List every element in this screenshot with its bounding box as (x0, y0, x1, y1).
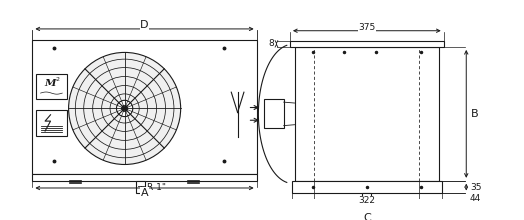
Text: 8: 8 (268, 39, 274, 48)
Text: 44: 44 (470, 194, 481, 203)
Text: 375: 375 (358, 23, 376, 32)
Bar (32, 174, 257, 181)
Bar (36, 74, 67, 99)
Text: M: M (45, 79, 56, 88)
Text: 322: 322 (358, 196, 375, 205)
Text: B: B (471, 109, 478, 119)
Circle shape (116, 100, 133, 117)
Bar (294, 47, 439, 181)
Text: A: A (141, 187, 148, 198)
Text: R 1": R 1" (147, 183, 166, 192)
Circle shape (69, 52, 181, 165)
Bar (32, 40, 257, 174)
Bar (290, 41, 444, 47)
Text: 2: 2 (56, 77, 60, 82)
Bar (362, 193, 372, 204)
Text: D: D (140, 20, 149, 30)
Bar (136, 181, 146, 193)
Text: 35: 35 (470, 183, 482, 192)
Bar (292, 181, 442, 193)
Circle shape (122, 105, 128, 112)
Bar (36, 110, 67, 136)
Bar (264, 99, 283, 128)
Text: C: C (363, 213, 370, 220)
